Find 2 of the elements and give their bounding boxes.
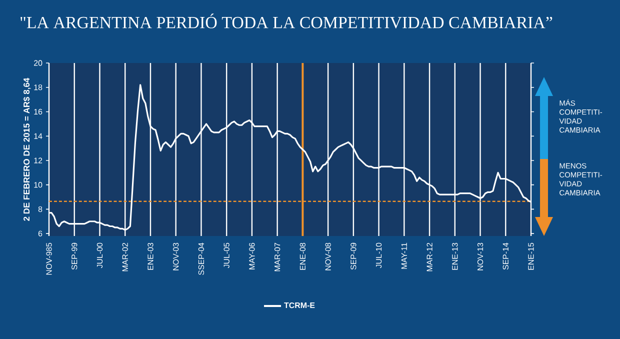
chart-title: "LA ARGENTINA PERDIÓ TODA LA COMPETITIVIDAD CAMBIARIA”: [20, 14, 552, 28]
y-axis-title: 2 DE FEBRERO DE 2015 = AR$ 8,64: [23, 78, 31, 221]
